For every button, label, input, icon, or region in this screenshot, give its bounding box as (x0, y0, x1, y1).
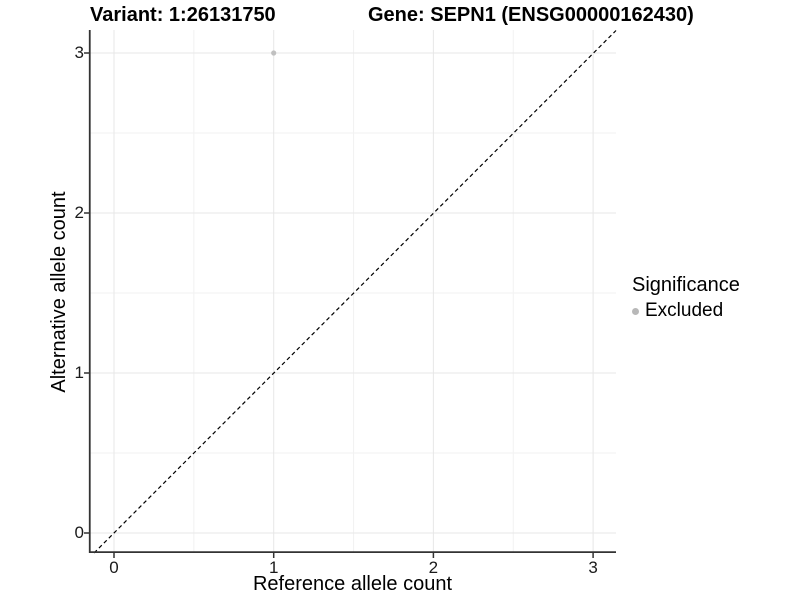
x-axis-title: Reference allele count (252, 573, 452, 595)
x-tick-label: 3 (588, 558, 598, 577)
plot-panel-canvas (84, 30, 617, 558)
legend: Significance Excluded (632, 274, 740, 322)
identity-reference-line (93, 30, 617, 554)
x-tick-label: 0 (109, 558, 119, 577)
x-tick-label: 2 (428, 558, 439, 577)
y-tick-label: 1 (74, 363, 84, 382)
y-axis-title: Alternative allele count (48, 191, 70, 393)
legend-item-excluded: Excluded (632, 300, 740, 322)
data-point (271, 50, 277, 56)
plot-title-variant: Variant: 1:26131750 (90, 4, 276, 26)
plot-title-gene: Gene: SEPN1 (ENSG00000162430) (368, 4, 694, 26)
legend-marker-circle-icon (632, 307, 639, 315)
y-tick-label: 2 (74, 203, 84, 222)
legend-item-label: Excluded (645, 300, 724, 321)
y-tick-label: 3 (74, 43, 84, 62)
legend-title: Significance (632, 274, 740, 296)
y-tick-label: 0 (74, 523, 84, 542)
x-tick-label: 1 (268, 558, 279, 577)
plot-panel (84, 30, 617, 558)
